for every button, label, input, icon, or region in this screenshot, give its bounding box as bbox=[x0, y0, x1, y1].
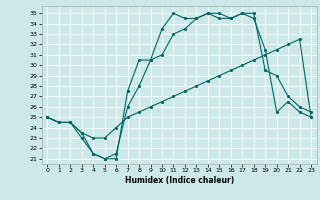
X-axis label: Humidex (Indice chaleur): Humidex (Indice chaleur) bbox=[124, 176, 234, 185]
